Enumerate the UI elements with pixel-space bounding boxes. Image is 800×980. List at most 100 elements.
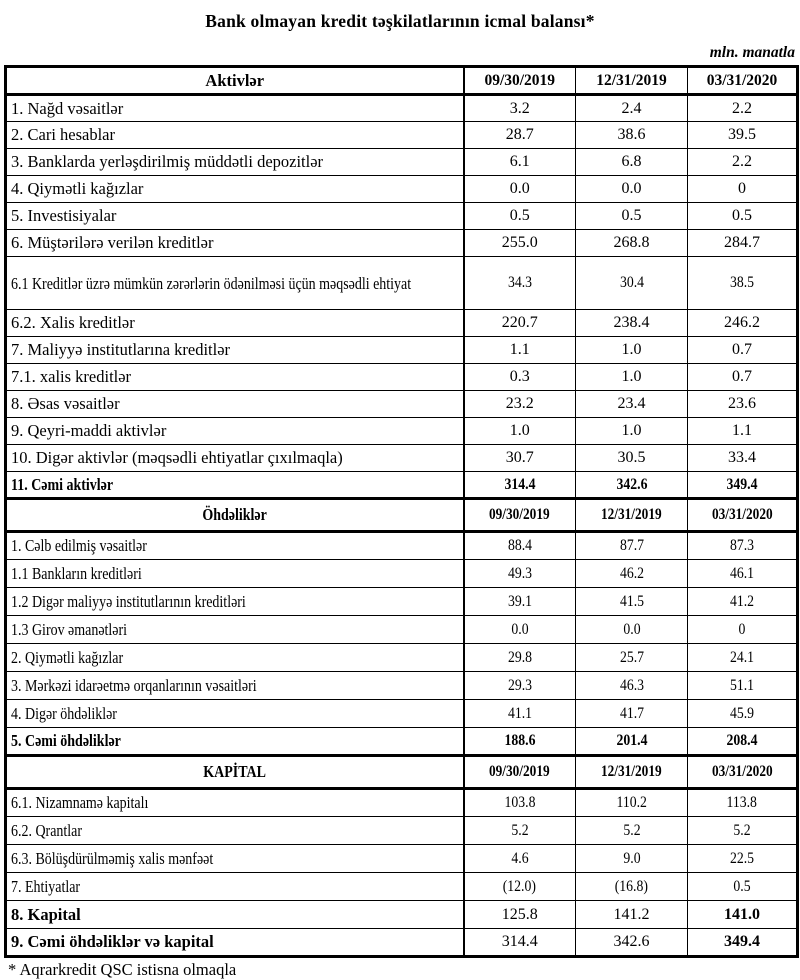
table-row-capital: 8. Kapital 125.8 141.2 141.0 (5, 900, 798, 929)
row-label: 7.1. xalis kreditlər (5, 363, 465, 391)
value-cell: 314.4 (463, 471, 576, 499)
value-cell: 188.6 (463, 727, 576, 756)
value-cell: 103.8 (463, 788, 576, 817)
value-cell: 268.8 (575, 229, 688, 257)
table-row: 1.1 Bankların kreditləri 49.3 46.2 46.1 (5, 559, 798, 588)
section-ohdelikler: Öhdəliklər 09/30/2019 12/31/2019 03/31/2… (5, 497, 798, 756)
value-cell: 87.7 (575, 531, 688, 560)
value-cell: 1.1 (463, 336, 576, 364)
table-row: 6.2. Xalis kreditlər 220.7 238.4 246.2 (5, 309, 798, 337)
value-cell: 3.2 (463, 94, 576, 122)
value-cell: 23.2 (463, 390, 576, 418)
row-label: 1.2 Digər maliyyə institutlarının kredit… (5, 587, 465, 616)
section-header-row: Aktivlər 09/30/2019 12/31/2019 03/31/202… (5, 66, 798, 96)
value-cell: 29.8 (463, 643, 576, 672)
column-header: 03/31/2020 (687, 66, 798, 96)
value-cell: 88.4 (463, 531, 576, 560)
value-cell: 246.2 (687, 309, 798, 337)
value-cell: 29.3 (463, 671, 576, 700)
value-cell: 141.2 (575, 900, 688, 929)
value-cell: 1.0 (575, 336, 688, 364)
column-header: 09/30/2019 (463, 66, 576, 96)
table-row: 6.1. Nizamnamə kapitalı 103.8 110.2 113.… (5, 788, 798, 817)
row-label: 5. Cəmi öhdəliklər (5, 727, 465, 756)
section-header-row: KAPİTAL 09/30/2019 12/31/2019 03/31/2020 (5, 754, 798, 790)
row-label: 9. Cəmi öhdəliklər və kapital (5, 928, 465, 957)
row-label: 6.1. Nizamnamə kapitalı (5, 788, 465, 817)
value-cell: 46.1 (687, 559, 798, 588)
value-cell: 342.6 (575, 928, 688, 957)
value-cell: 41.5 (575, 587, 688, 616)
value-cell: 4.6 (463, 844, 576, 873)
value-cell: 0 (687, 175, 798, 203)
value-cell: 5.2 (575, 816, 688, 845)
column-header: 12/31/2019 (575, 497, 688, 533)
balance-table: Aktivlər 09/30/2019 12/31/2019 03/31/202… (4, 65, 799, 958)
table-row: 6.1 Kreditlər üzrə mümkün zərərlərin ödə… (5, 256, 798, 310)
table-row-total-assets: 11. Cəmi aktivlər 314.4 342.6 349.4 (5, 471, 798, 499)
value-cell: 0.7 (687, 336, 798, 364)
value-cell: 5.2 (463, 816, 576, 845)
table-row: 6.3. Bölüşdürülməmiş xalis mənfəət 4.6 9… (5, 844, 798, 873)
value-cell: 30.7 (463, 444, 576, 472)
value-cell: 0.5 (575, 202, 688, 230)
table-row: 4. Qiymətli kağızlar 0.0 0.0 0 (5, 175, 798, 203)
section-kapital: KAPİTAL 09/30/2019 12/31/2019 03/31/2020… (5, 754, 798, 957)
value-cell: 238.4 (575, 309, 688, 337)
table-row-total-liabilities-capital: 9. Cəmi öhdəliklər və kapital 314.4 342.… (5, 928, 798, 957)
row-label: 11. Cəmi aktivlər (5, 471, 465, 499)
value-cell: 23.4 (575, 390, 688, 418)
row-label: 5. Investisiyalar (5, 202, 465, 230)
row-label: 7. Maliyyə institutlarına kreditlər (5, 336, 465, 364)
value-cell: 1.0 (463, 417, 576, 445)
row-label: 1.3 Girov əmanətləri (5, 615, 465, 644)
row-label: 4. Digər öhdəliklər (5, 699, 465, 728)
value-cell: 41.7 (575, 699, 688, 728)
value-cell: 39.1 (463, 587, 576, 616)
value-cell: 28.7 (463, 121, 576, 149)
table-row: 2. Qiymətli kağızlar 29.8 25.7 24.1 (5, 643, 798, 672)
value-cell: 30.5 (575, 444, 688, 472)
value-cell: 5.2 (687, 816, 798, 845)
value-cell: 342.6 (575, 471, 688, 499)
value-cell: 2.2 (687, 148, 798, 176)
row-label: 1. Nağd vəsaitlər (5, 94, 465, 122)
table-row: 6. Müştərilərə verilən kreditlər 255.0 2… (5, 229, 798, 257)
table-row: 3. Banklarda yerləşdirilmiş müddətli dep… (5, 148, 798, 176)
value-cell: 87.3 (687, 531, 798, 560)
value-cell: 220.7 (463, 309, 576, 337)
table-row: 1.2 Digər maliyyə institutlarının kredit… (5, 587, 798, 616)
value-cell: 0 (687, 615, 798, 644)
value-cell: 125.8 (463, 900, 576, 929)
row-label: 6. Müştərilərə verilən kreditlər (5, 229, 465, 257)
section-header-label: Öhdəliklər (5, 497, 465, 533)
row-label: 3. Mərkəzi idarəetmə orqanlarının vəsait… (5, 671, 465, 700)
row-label: 4. Qiymətli kağızlar (5, 175, 465, 203)
value-cell: 349.4 (687, 471, 798, 499)
value-cell: 255.0 (463, 229, 576, 257)
table-row: 5. Investisiyalar 0.5 0.5 0.5 (5, 202, 798, 230)
value-cell: 46.3 (575, 671, 688, 700)
value-cell: 113.8 (687, 788, 798, 817)
value-cell: 0.3 (463, 363, 576, 391)
value-cell: 1.1 (687, 417, 798, 445)
table-row-total-liabilities: 5. Cəmi öhdəliklər 188.6 201.4 208.4 (5, 727, 798, 756)
unit-label: mln. manatla (709, 44, 795, 61)
table-row: 2. Cari hesablar 28.7 38.6 39.5 (5, 121, 798, 149)
value-cell: 9.0 (575, 844, 688, 873)
column-header: 12/31/2019 (575, 66, 688, 96)
section-header-row: Öhdəliklər 09/30/2019 12/31/2019 03/31/2… (5, 497, 798, 533)
table-row: 1. Nağd vəsaitlər 3.2 2.4 2.2 (5, 94, 798, 122)
value-cell: 0.5 (463, 202, 576, 230)
row-label: 10. Digər aktivlər (məqsədli ehtiyatlar … (5, 444, 465, 472)
row-label: 1. Cəlb edilmiş vəsaitlər (5, 531, 465, 560)
value-cell: 0.0 (463, 615, 576, 644)
column-header: 09/30/2019 (463, 497, 576, 533)
table-row: 10. Digər aktivlər (məqsədli ehtiyatlar … (5, 444, 798, 472)
table-row: 1.3 Girov əmanətləri 0.0 0.0 0 (5, 615, 798, 644)
value-cell: 39.5 (687, 121, 798, 149)
value-cell: 0.7 (687, 363, 798, 391)
value-cell: 38.6 (575, 121, 688, 149)
value-cell: 2.4 (575, 94, 688, 122)
value-cell: 22.5 (687, 844, 798, 873)
